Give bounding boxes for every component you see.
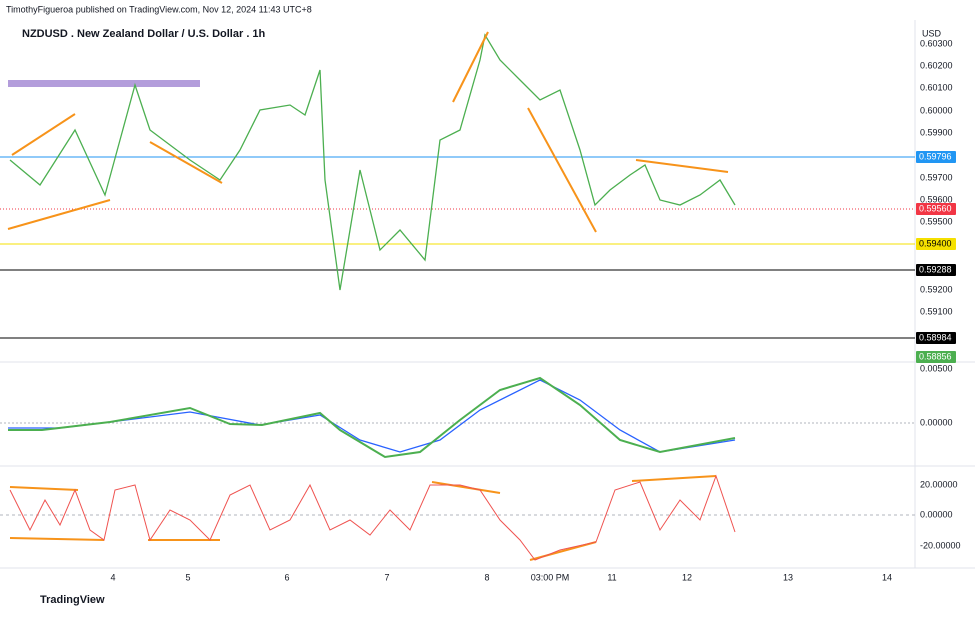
price-tag	[916, 151, 956, 163]
price-tag	[916, 264, 956, 276]
rsi-line	[9, 474, 736, 561]
price-line	[9, 33, 736, 291]
price-tag-label: 0.59796	[919, 151, 952, 161]
price-label: 0.59200	[920, 284, 953, 294]
time-label: 4	[110, 572, 115, 582]
price-label: 0.59100	[920, 306, 953, 316]
price-tag-label: 0.59560	[919, 203, 952, 213]
price-label: 0.60100	[920, 82, 953, 92]
time-label: 11	[607, 572, 616, 582]
price-tag-label: 0.58856	[919, 351, 952, 361]
time-label: 12	[682, 572, 692, 582]
price-label: 0.59700	[920, 172, 953, 182]
price-label: 0.60300	[920, 38, 953, 48]
macd-line	[8, 376, 736, 459]
trend-lines	[7, 31, 729, 561]
time-label: 6	[284, 572, 289, 582]
macd-label: 0.00500	[920, 363, 953, 373]
rsi-label: 0.00000	[920, 509, 953, 519]
price-tag	[916, 238, 956, 250]
time-label: 14	[882, 572, 892, 582]
rsi-label: 20.00000	[920, 479, 958, 489]
price-label: 0.59600	[920, 194, 953, 204]
price-tag	[916, 351, 956, 363]
publisher-line: TimothyFigueroa published on TradingView…	[6, 4, 312, 14]
price-tag-label: 0.59400	[919, 238, 952, 248]
price-label: 0.60200	[920, 60, 953, 70]
currency: USD	[922, 28, 942, 38]
price-tag	[916, 203, 956, 215]
time-label: 5	[185, 572, 190, 582]
price-tag-label: 0.58984	[919, 332, 952, 342]
price-label: 0.60000	[920, 105, 953, 115]
footer-brand: TradingView	[40, 594, 105, 606]
time-label: 7	[384, 572, 389, 582]
price-label: 0.59900	[920, 127, 953, 137]
macd-label: 0.00000	[920, 417, 953, 427]
price-label: 0.59500	[920, 216, 953, 226]
signal-line	[8, 379, 736, 453]
price-tag	[916, 332, 956, 344]
axes: 0.60300 0.60200 0.60100 0.60000 0.59900 0.597…	[110, 38, 960, 582]
time-label: 13	[783, 572, 793, 582]
zone	[8, 80, 200, 87]
time-label: 8	[484, 572, 489, 582]
time-label: 03:00 PM	[531, 572, 570, 582]
symbol-title: NZDUSD . New Zealand Dollar / U.S. Dolla…	[22, 28, 266, 40]
price-tag-label: 0.59288	[919, 264, 952, 274]
rsi-label: -20.00000	[920, 540, 961, 550]
